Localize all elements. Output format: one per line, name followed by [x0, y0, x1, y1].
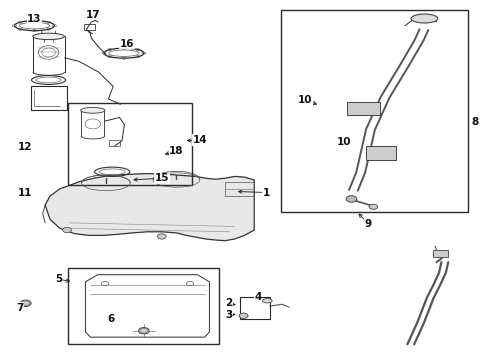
- Bar: [281, 10, 467, 212]
- Ellipse shape: [410, 14, 437, 23]
- Bar: [346, 102, 379, 115]
- Text: 16: 16: [120, 39, 134, 49]
- Bar: [432, 249, 447, 257]
- Text: 15: 15: [154, 173, 169, 183]
- Text: 2: 2: [225, 298, 232, 308]
- Ellipse shape: [368, 204, 377, 209]
- Ellipse shape: [157, 234, 166, 239]
- Bar: [109, 140, 119, 146]
- Ellipse shape: [138, 328, 149, 334]
- Bar: [30, 86, 67, 110]
- Ellipse shape: [239, 313, 247, 319]
- Text: 5: 5: [55, 274, 62, 284]
- Polygon shape: [45, 174, 254, 241]
- Text: 4: 4: [254, 292, 261, 302]
- Bar: [84, 24, 95, 30]
- Text: 10: 10: [336, 138, 351, 148]
- Ellipse shape: [20, 300, 31, 306]
- Text: 1: 1: [262, 188, 269, 198]
- Bar: [224, 182, 254, 196]
- Bar: [366, 147, 395, 160]
- Text: 8: 8: [471, 117, 478, 127]
- Text: 6: 6: [107, 314, 114, 324]
- Text: 7: 7: [16, 303, 23, 313]
- Ellipse shape: [346, 196, 356, 202]
- Ellipse shape: [33, 33, 64, 40]
- Text: 17: 17: [85, 10, 100, 20]
- Text: 13: 13: [27, 14, 41, 23]
- Text: 10: 10: [297, 95, 312, 105]
- Text: 9: 9: [364, 219, 371, 229]
- Text: 14: 14: [192, 135, 206, 145]
- Ellipse shape: [62, 227, 71, 233]
- Bar: [239, 297, 269, 319]
- Bar: [68, 267, 219, 344]
- Text: 11: 11: [18, 188, 32, 198]
- Ellipse shape: [81, 108, 105, 113]
- Text: 18: 18: [169, 147, 183, 157]
- Text: 12: 12: [18, 142, 32, 152]
- Bar: [68, 103, 192, 185]
- Text: 3: 3: [225, 310, 232, 320]
- Ellipse shape: [262, 298, 272, 303]
